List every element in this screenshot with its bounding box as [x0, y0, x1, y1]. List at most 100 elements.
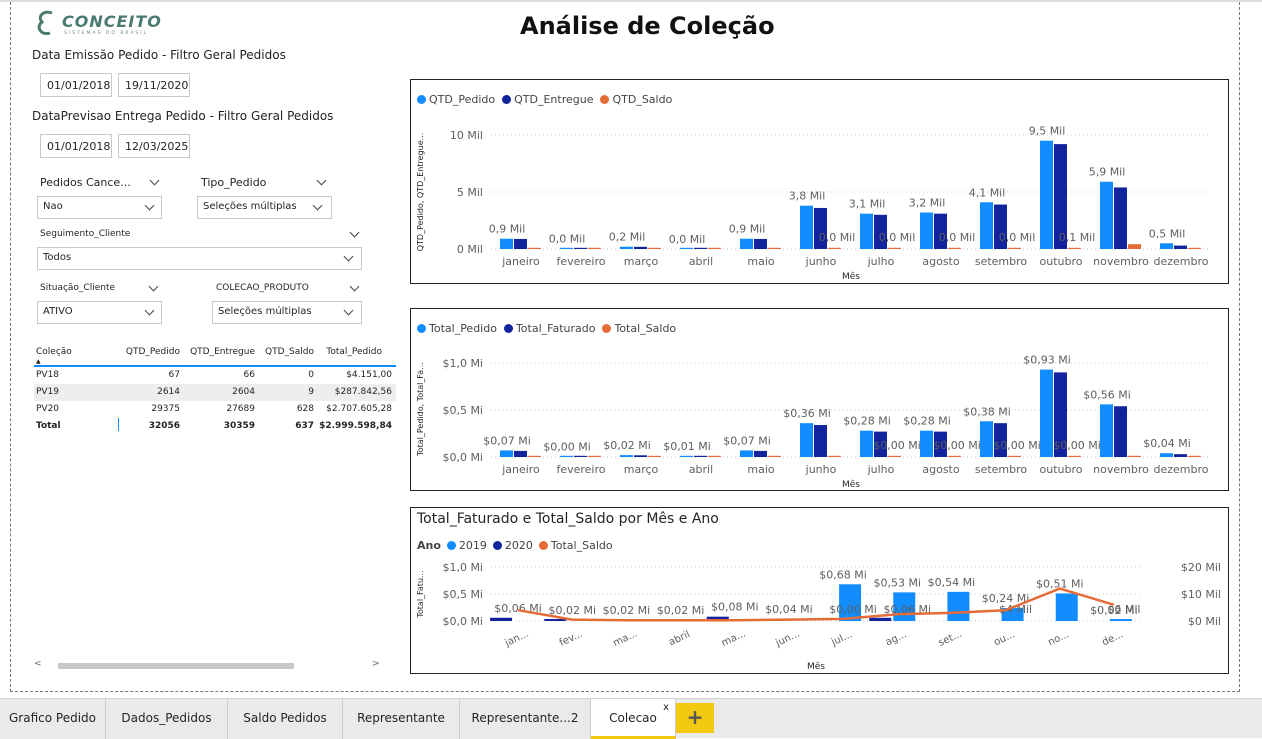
- tipo-pedido-value: Seleções múltiplas: [203, 201, 297, 212]
- cell: Total: [36, 421, 61, 431]
- data-label: $0,02 Mi: [1090, 604, 1138, 617]
- data-label: $0,54 Mi: [928, 576, 976, 589]
- table-row[interactable]: PV18 67 66 0 $4.151,00: [34, 367, 396, 384]
- y-tick-label: $0,5 Mi: [442, 404, 483, 417]
- pedidos-cancelados-value: Nao: [43, 201, 63, 212]
- bar: [490, 617, 513, 621]
- bar: [1174, 245, 1187, 249]
- faturado-saldo-chart[interactable]: Total_Faturado e Total_Saldo por Mês e A…: [410, 507, 1229, 674]
- emissao-end-date[interactable]: 19/11/2020: [118, 73, 190, 97]
- legend-item[interactable]: Total_Pedido: [429, 322, 497, 335]
- legend-item[interactable]: QTD_Saldo: [612, 93, 673, 106]
- scroll-right-icon[interactable]: >: [372, 659, 380, 669]
- column-header-total-pedido[interactable]: Total_Pedido: [326, 347, 382, 357]
- qtd-chart[interactable]: QTD_Pedido QTD_Entregue QTD_Saldo 10 Mil…: [410, 79, 1229, 284]
- x-tick-label: outubro: [1040, 463, 1083, 476]
- total-chart[interactable]: Total_Pedido Total_Faturado Total_Saldo …: [410, 308, 1229, 491]
- x-tick-label: jun...: [773, 628, 801, 649]
- column-header-colecao[interactable]: Coleção: [36, 347, 72, 357]
- bar: [514, 450, 527, 457]
- emissao-start-date[interactable]: 01/01/2018: [40, 73, 112, 97]
- bar: [1174, 454, 1187, 457]
- y-tick-label: 10 Mil: [450, 129, 483, 142]
- add-page-button[interactable]: +: [676, 703, 714, 733]
- data-label: 3,8 Mil: [789, 190, 826, 203]
- y-axis-label: Total_Fatu...: [416, 570, 425, 618]
- y-tick-label: $1,0 Mi: [442, 357, 483, 370]
- tab-saldo-pedidos[interactable]: Saldo Pedidos: [228, 699, 343, 739]
- data-label: 0,9 Mil: [489, 223, 526, 236]
- bar: [768, 247, 781, 249]
- data-label: 0,0 Mil: [879, 231, 916, 244]
- bar: [948, 247, 961, 249]
- situacao-dropdown[interactable]: ATIVO: [37, 301, 162, 324]
- legend-dot: [446, 541, 456, 550]
- legend-dot: [417, 95, 426, 104]
- data-label: 3,2 Mil: [909, 197, 946, 210]
- logo-subtext: SISTEMAS DO BRASIL: [64, 31, 149, 36]
- column-header-qtd-pedido[interactable]: QTD_Pedido: [125, 347, 180, 357]
- cell: 67: [168, 370, 180, 380]
- scroll-left-icon[interactable]: <: [34, 659, 42, 669]
- logo-text: CONCEITO: [62, 12, 162, 31]
- bar: [528, 455, 541, 457]
- tipo-pedido-dropdown[interactable]: Seleções múltiplas: [197, 196, 332, 219]
- x-tick-label: abril: [689, 255, 713, 268]
- company-logo: CONCEITO SISTEMAS DO BRASIL: [34, 8, 164, 40]
- bar: [828, 247, 841, 249]
- x-tick-label: outubro: [1040, 255, 1083, 268]
- table-row[interactable]: PV19 2614 2604 9 $287.842,56: [34, 384, 396, 401]
- data-label: 0,1 Mil: [1059, 231, 1096, 244]
- column-header-qtd-saldo[interactable]: QTD_Saldo: [265, 347, 314, 357]
- x-tick-label: junho: [805, 255, 837, 268]
- close-icon[interactable]: x: [663, 702, 669, 713]
- colecao-produto-label: COLECAO_PRODUTO: [216, 283, 309, 293]
- x-tick-label: ma...: [720, 628, 748, 649]
- column-header-qtd-entregue[interactable]: QTD_Entregue: [190, 347, 255, 357]
- seguimento-value: Todos: [43, 252, 72, 263]
- previsao-start-date[interactable]: 01/01/2018: [40, 134, 112, 158]
- bar: [740, 238, 753, 249]
- bar: [500, 238, 513, 249]
- data-label: $0,00 Mi: [933, 439, 981, 452]
- legend-item[interactable]: QTD_Entregue: [514, 93, 594, 106]
- cell: 66: [243, 370, 255, 380]
- pedidos-cancelados-dropdown[interactable]: Nao: [37, 196, 162, 219]
- bar: [814, 425, 827, 457]
- bar: [560, 455, 573, 457]
- data-label: 9,5 Mil: [1029, 125, 1066, 138]
- table-row[interactable]: PV20 29375 27689 628 $2.707.605,28: [34, 401, 396, 418]
- bar: [620, 246, 633, 249]
- bar: [500, 450, 513, 457]
- legend-dot: [502, 95, 512, 104]
- legend-title: Ano: [417, 539, 441, 552]
- previsao-end-date[interactable]: 12/03/2025: [118, 134, 190, 158]
- tab-representante-2[interactable]: Representante...2: [460, 699, 591, 739]
- data-label: $0,51 Mi: [1036, 577, 1084, 590]
- legend-item[interactable]: 2019: [458, 539, 487, 552]
- tab-dados-pedidos[interactable]: Dados_Pedidos: [106, 699, 228, 739]
- legend-item[interactable]: Total_Saldo: [550, 539, 613, 552]
- bar: [574, 455, 587, 457]
- legend-item[interactable]: QTD_Pedido: [429, 93, 496, 106]
- x-tick-label: março: [624, 463, 659, 476]
- bar: [1054, 144, 1067, 249]
- tab-grafico-pedido[interactable]: Grafico Pedido: [0, 699, 106, 739]
- qtd-chart-plot: 10 Mil 5 Mil 0 Mil QTD_Pedido, QTD_Entregue…: [416, 125, 1211, 282]
- seguimento-dropdown[interactable]: Todos: [37, 247, 362, 270]
- bar: [768, 455, 781, 457]
- bar: [860, 213, 873, 249]
- legend-item[interactable]: Total_Faturado: [515, 322, 596, 335]
- legend-item[interactable]: 2020: [504, 539, 533, 552]
- x-tick-label: novembro: [1093, 255, 1149, 268]
- tipo-pedido-label: Tipo_Pedido: [201, 176, 267, 189]
- colecao-produto-dropdown[interactable]: Seleções múltiplas: [212, 301, 362, 324]
- bar: [839, 584, 862, 621]
- scrollbar-thumb[interactable]: [58, 663, 294, 669]
- legend-item[interactable]: Total_Saldo: [614, 322, 677, 335]
- table-horizontal-scrollbar[interactable]: < >: [34, 659, 386, 672]
- bar: [1040, 369, 1053, 457]
- tab-representante[interactable]: Representante: [343, 699, 460, 739]
- tab-colecao[interactable]: Colecao x: [591, 699, 676, 739]
- bar: [994, 423, 1007, 457]
